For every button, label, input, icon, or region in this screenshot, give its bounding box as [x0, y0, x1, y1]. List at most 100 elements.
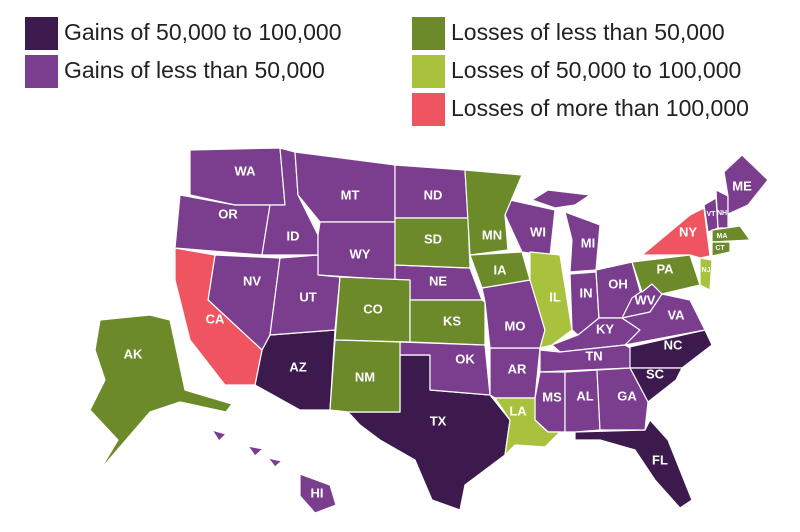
state: PA — [631, 254, 701, 295]
state-shape — [409, 299, 486, 346]
state-shape — [621, 293, 706, 346]
state-shape — [564, 369, 601, 433]
state: LA — [494, 397, 561, 456]
state-label: ME — [732, 178, 752, 193]
state-label: AL — [576, 388, 593, 403]
state-shape — [174, 247, 263, 386]
state-label: FL — [652, 452, 668, 467]
state: NJ — [699, 257, 713, 291]
state-label: HI — [311, 485, 324, 500]
state-label: WA — [235, 163, 257, 178]
state-label: CA — [206, 311, 225, 326]
state-shape — [564, 211, 601, 273]
state-label: MO — [505, 318, 526, 333]
state-label: WY — [350, 246, 371, 261]
state-label: OR — [218, 206, 238, 221]
state-label: MA — [717, 233, 728, 240]
state-label: OK — [455, 351, 475, 366]
state: ND — [394, 164, 469, 219]
state: WY — [317, 221, 396, 281]
state-shape — [464, 169, 523, 256]
state-label: VA — [667, 307, 685, 322]
state: AR — [489, 347, 541, 399]
state: KS — [409, 299, 486, 346]
state-label: MN — [482, 227, 502, 242]
state-shape — [267, 457, 283, 468]
state-label: AZ — [289, 359, 306, 374]
state-label: IL — [549, 289, 561, 304]
legend-label: Losses of 50,000 to 100,000 — [451, 57, 741, 83]
legend-swatch — [412, 93, 445, 126]
state: WA — [189, 147, 286, 206]
state-label: NE — [429, 273, 447, 288]
state-label: AR — [508, 361, 527, 376]
state-label: NV — [243, 273, 261, 288]
state: CA — [174, 247, 263, 386]
state: MI — [531, 189, 601, 273]
state-shape — [596, 367, 649, 431]
state: NH — [715, 189, 729, 229]
state-shape — [394, 217, 471, 269]
state-label: KS — [443, 313, 461, 328]
state-label: IA — [494, 262, 508, 277]
state-label: CT — [715, 245, 725, 252]
state: VA — [621, 293, 706, 346]
state-shape — [89, 314, 233, 471]
state: IL — [529, 251, 573, 349]
state: CO — [334, 276, 411, 343]
state: MS — [534, 371, 566, 433]
state-label: MI — [581, 235, 595, 250]
state-shape — [531, 189, 591, 209]
state-label: TN — [585, 348, 602, 363]
state: UT — [269, 254, 341, 336]
state: SD — [394, 217, 471, 269]
state-shape — [211, 429, 227, 442]
state-label: OH — [608, 276, 628, 291]
state-label: NY — [679, 224, 697, 239]
state: NY — [641, 207, 711, 259]
state: AZ — [254, 329, 336, 411]
state-shape — [329, 339, 401, 413]
state: NM — [329, 339, 401, 413]
state-label: UT — [299, 289, 316, 304]
state-shape — [711, 241, 731, 257]
state: MA — [711, 225, 751, 243]
state: ME — [723, 154, 769, 215]
state-label: SD — [424, 231, 442, 246]
state-shape — [574, 419, 693, 509]
state: AK — [89, 314, 233, 471]
legend-label: Losses of less than 50,000 — [451, 19, 725, 45]
state-label: SC — [646, 366, 665, 381]
state-shape — [641, 207, 711, 259]
legend-label: Losses of more than 100,000 — [451, 95, 749, 121]
state-shape — [247, 445, 264, 457]
legend-swatch — [25, 17, 58, 50]
state: MT — [294, 151, 396, 223]
state-label: WI — [530, 224, 546, 239]
state-label: GA — [617, 388, 637, 403]
state-label: ID — [287, 228, 300, 243]
legend-swatch — [25, 55, 58, 88]
state: GA — [596, 367, 649, 431]
state: AL — [564, 369, 601, 433]
state-label: NJ — [702, 267, 711, 274]
state: ID — [261, 147, 319, 256]
state-label: VT — [707, 211, 717, 218]
state-label: CO — [363, 301, 383, 316]
map: AZ TX NC SC FL WA OR ID MT WY ND NV UT N… — [89, 147, 769, 514]
state: FL — [574, 419, 693, 509]
state-label: KY — [596, 321, 614, 336]
state-label: NM — [355, 369, 375, 384]
state: MN — [464, 169, 523, 256]
state-label: TX — [430, 413, 447, 428]
state-shape — [699, 257, 713, 291]
state-label: ND — [424, 187, 443, 202]
legend: Gains of 50,000 to 100,000 Gains of less… — [25, 17, 749, 126]
state: HI — [211, 429, 337, 514]
state-shape — [711, 225, 751, 243]
state-label: AK — [124, 346, 143, 361]
state: KY — [551, 317, 641, 353]
state-label: NC — [664, 337, 683, 352]
state: IN — [569, 271, 600, 336]
state-label: MT — [341, 187, 360, 202]
